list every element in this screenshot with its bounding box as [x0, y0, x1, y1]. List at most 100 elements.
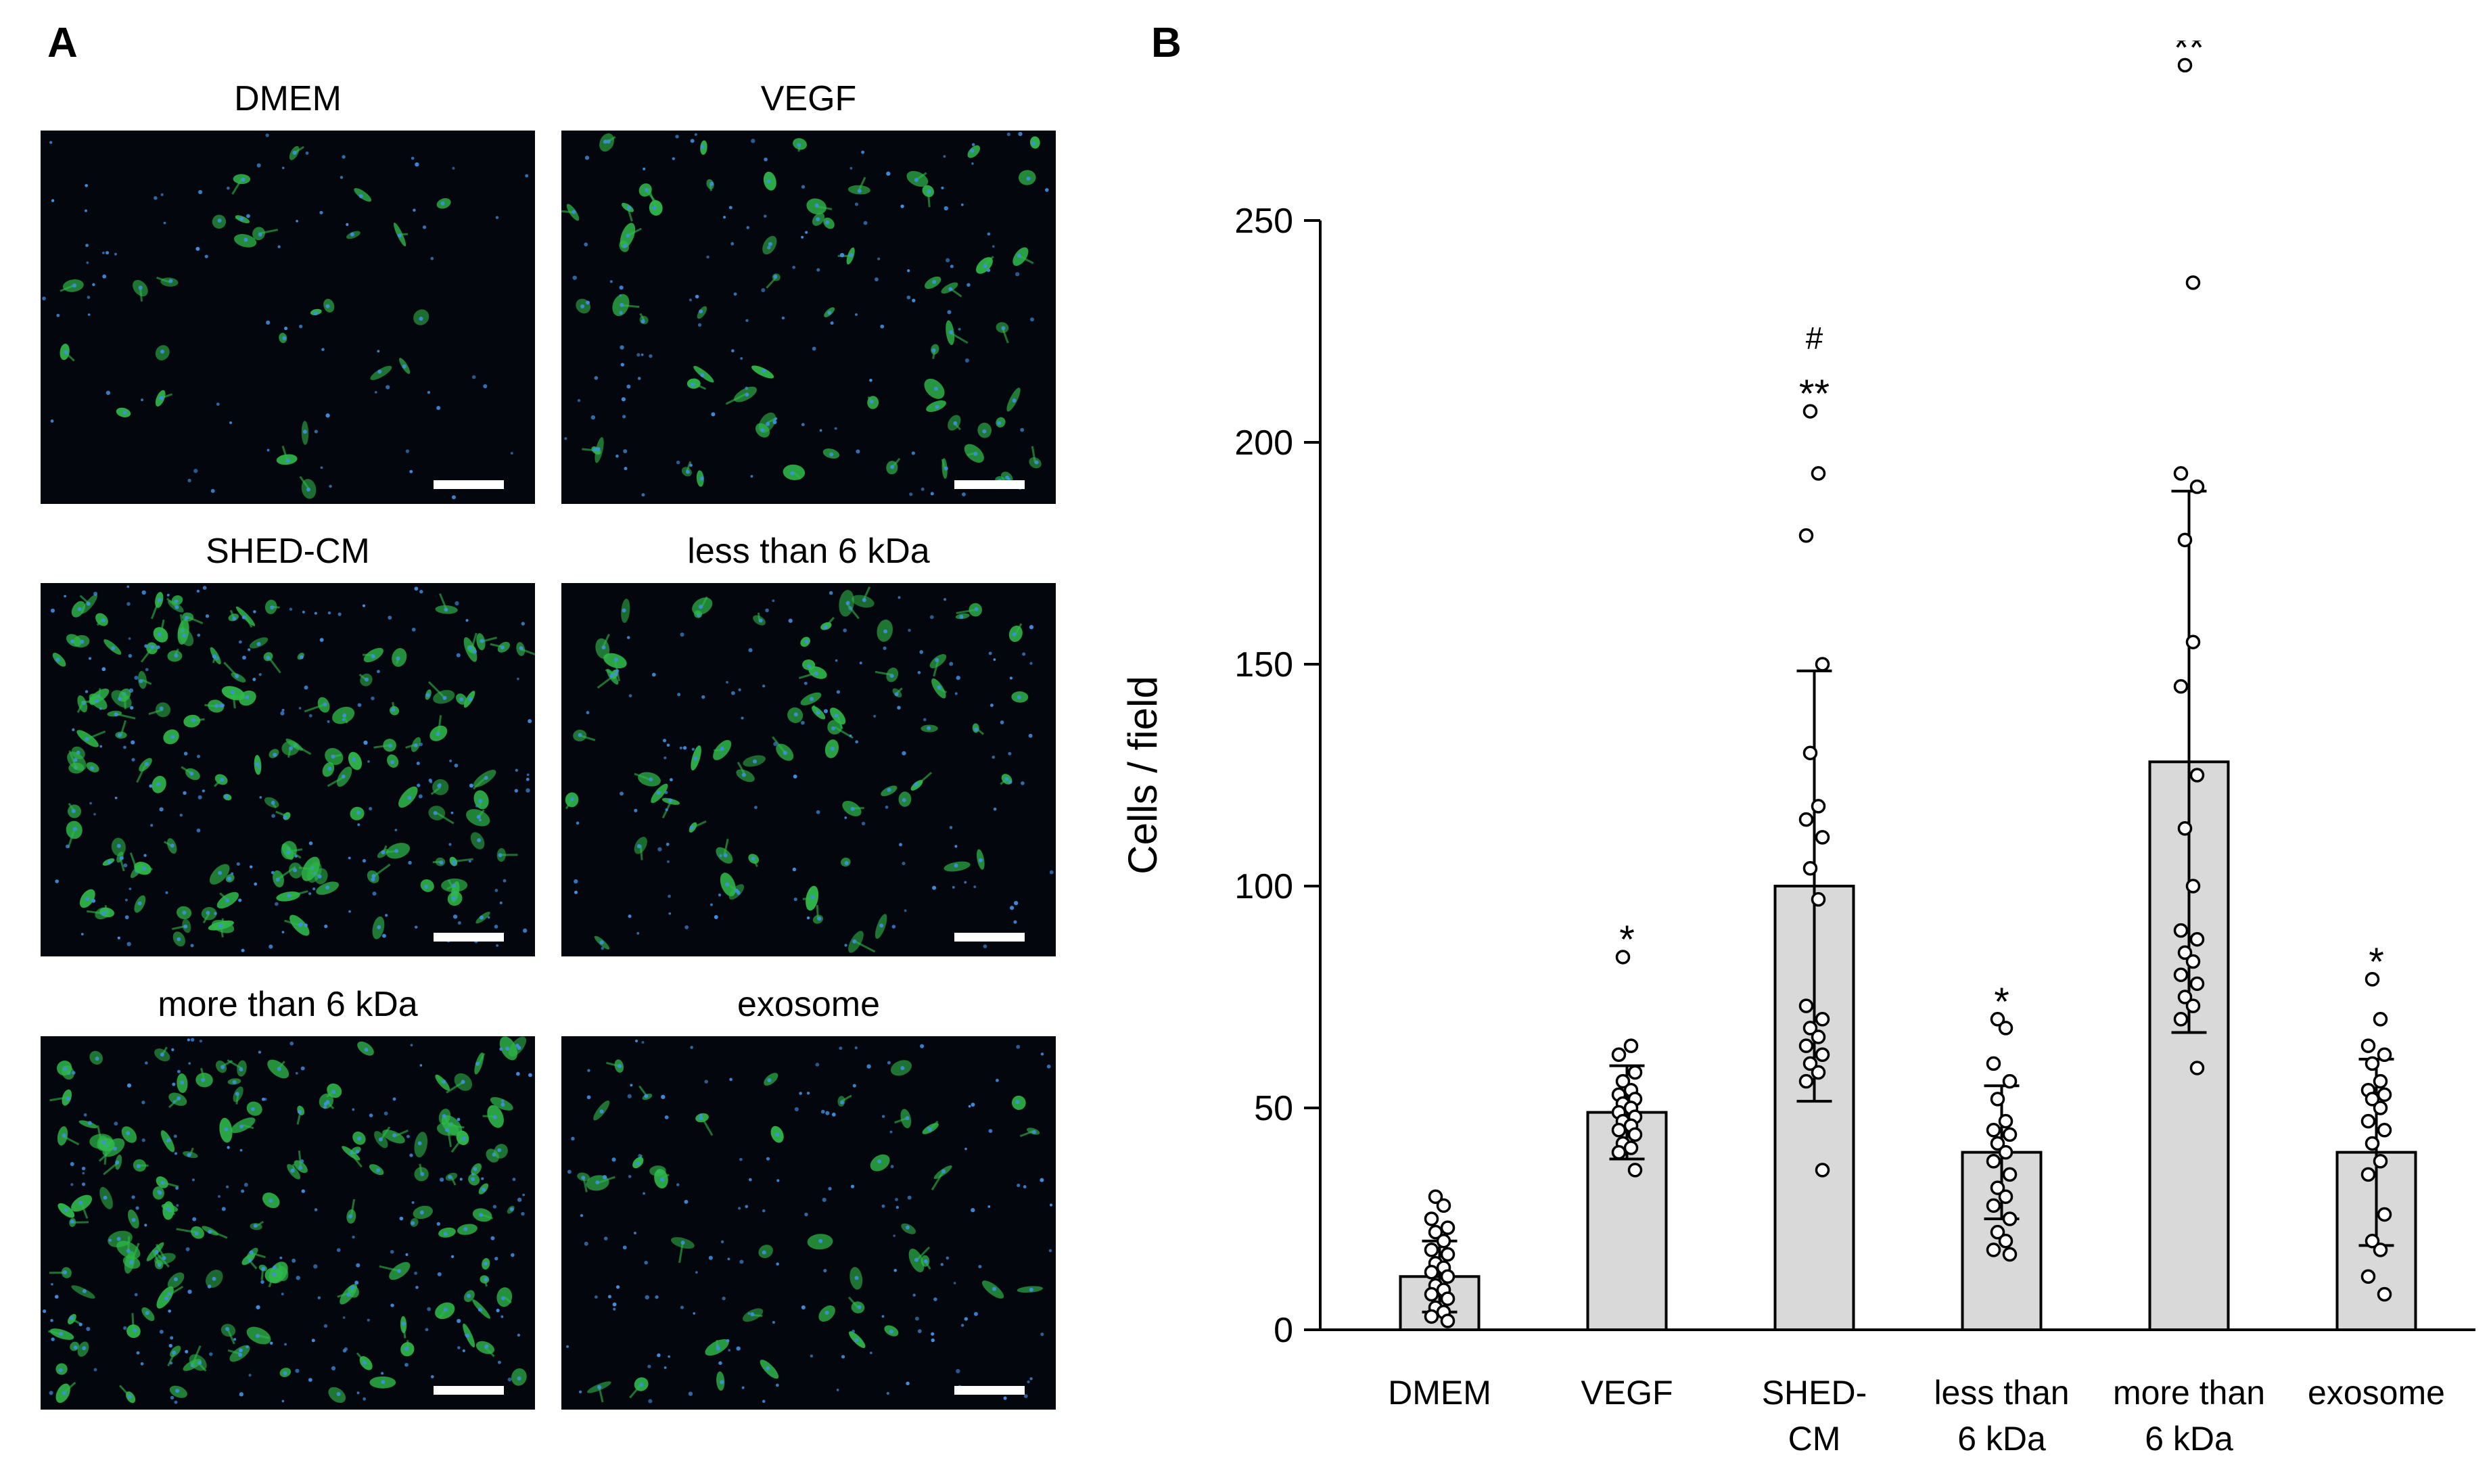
nucleus-dot	[886, 1391, 889, 1395]
cell-process	[252, 1252, 266, 1259]
nucleus-dot	[392, 1097, 396, 1101]
nucleus-dot	[883, 646, 887, 651]
nucleus-dot	[792, 265, 796, 269]
nucleus-dot	[1049, 870, 1054, 875]
cell-nucleus	[1004, 776, 1009, 781]
nucleus-dot	[236, 862, 240, 866]
nucleus-dot	[667, 860, 670, 863]
scale-bar	[954, 1386, 1025, 1395]
cell-nucleus	[381, 1380, 386, 1385]
cell-process	[929, 1120, 939, 1130]
nucleus-dot	[185, 1349, 189, 1353]
cell-process	[967, 452, 975, 457]
nucleus-dot	[269, 944, 273, 949]
cell-nucleus	[850, 806, 855, 811]
cell-nucleus	[214, 703, 219, 708]
nucleus-dot	[321, 348, 325, 352]
nucleus-dot	[908, 628, 911, 632]
nucleus-dot	[462, 1349, 465, 1353]
nucleus-dot	[233, 1338, 237, 1341]
nucleus-dot	[500, 1315, 504, 1318]
data-point	[1424, 1286, 1439, 1302]
nucleus-dot	[741, 1386, 745, 1389]
nucleus-dot	[941, 186, 944, 189]
cell-process	[258, 229, 279, 235]
cell-nucleus	[973, 451, 978, 456]
nucleus-dot	[369, 806, 373, 811]
scale-bar	[434, 480, 504, 489]
nucleus-dot	[172, 1082, 176, 1086]
nucleus-dot	[169, 1361, 173, 1365]
nucleus-dot	[313, 1264, 318, 1269]
nucleus-dot	[907, 1195, 912, 1200]
cell-nucleus	[471, 1177, 475, 1182]
nucleus-dot	[584, 156, 590, 160]
nucleus-dot	[314, 611, 317, 615]
nucleus-dot	[311, 1339, 315, 1343]
nucleus-dot	[144, 1224, 147, 1227]
cell-nucleus	[62, 1133, 66, 1138]
cell-nucleus	[82, 1289, 87, 1293]
cell-nucleus	[497, 1148, 502, 1153]
nucleus-dot	[634, 808, 638, 812]
cell-process	[520, 648, 535, 656]
cell-nucleus	[451, 896, 456, 900]
nucleus-dot	[414, 586, 419, 591]
cell-nucleus	[461, 1080, 465, 1084]
nucleus-dot	[634, 1039, 638, 1043]
cell-nucleus	[509, 1207, 514, 1211]
nucleus-dot	[114, 1121, 118, 1126]
nucleus-dot	[256, 1305, 260, 1309]
significance-marker: *	[2369, 940, 2384, 984]
nucleus-dot	[954, 692, 958, 695]
nucleus-dot	[266, 320, 271, 325]
cell-nucleus	[1015, 1100, 1020, 1105]
cell-process	[701, 1117, 714, 1136]
nucleus-dot	[940, 1263, 944, 1266]
cell-process	[847, 1296, 859, 1308]
cell-nucleus	[85, 737, 89, 741]
cell-nucleus	[750, 1312, 755, 1316]
nucleus-dot	[381, 933, 386, 938]
cell-nucleus	[978, 858, 983, 862]
nucleus-dot	[643, 167, 646, 170]
nucleus-dot	[515, 1044, 519, 1048]
nucleus-dot	[730, 691, 735, 695]
cell-nucleus	[80, 639, 85, 644]
cell-nucleus	[433, 811, 438, 816]
cell-nucleus	[73, 758, 78, 762]
nucleus-dot	[390, 1303, 394, 1307]
nucleus-dot	[738, 1207, 741, 1210]
nucleus-dot	[170, 1336, 174, 1340]
nucleus-dot	[123, 863, 128, 868]
cell-nucleus	[258, 232, 262, 237]
nucleus-dot	[602, 1175, 607, 1180]
cell-process	[242, 1124, 254, 1130]
nucleus-dot	[202, 586, 207, 590]
nucleus-dot	[87, 296, 91, 299]
nucleus-dot	[187, 1289, 192, 1294]
nucleus-dot	[214, 912, 217, 915]
cell-nucleus	[517, 1376, 521, 1381]
nucleus-dot	[881, 1204, 885, 1208]
data-point	[1815, 1012, 1830, 1027]
nucleus-dot	[1008, 751, 1012, 756]
cell-nucleus	[699, 605, 703, 609]
nucleus-dot	[243, 1182, 248, 1187]
nucleus-dot	[932, 885, 937, 890]
data-point	[1440, 1314, 1456, 1328]
nucleus-dot	[383, 1111, 388, 1116]
cell-nucleus	[810, 895, 815, 900]
nucleus-dot	[227, 1146, 230, 1149]
cell-nucleus	[810, 697, 814, 701]
nucleus-dot	[765, 608, 769, 613]
cell-nucleus	[741, 772, 746, 777]
nucleus-dot	[594, 376, 599, 380]
nucleus-dot	[763, 214, 767, 218]
cell-process	[793, 471, 801, 480]
nucleus-dot	[304, 685, 308, 690]
cell-nucleus	[844, 860, 849, 865]
cell-nucleus	[371, 874, 376, 879]
cell-nucleus	[272, 1272, 277, 1276]
nucleus-dot	[792, 867, 797, 872]
